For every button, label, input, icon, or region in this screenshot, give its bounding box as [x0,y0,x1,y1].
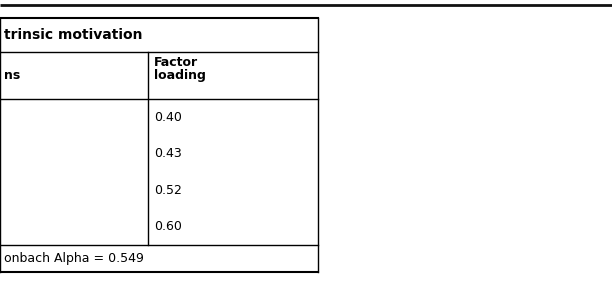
Text: 0.40: 0.40 [154,111,182,124]
Text: trinsic motivation: trinsic motivation [4,28,143,42]
Text: Factor: Factor [154,56,198,69]
Text: 0.52: 0.52 [154,184,182,197]
Text: ns: ns [4,69,20,82]
Text: 0.43: 0.43 [154,147,182,160]
Text: loading: loading [154,69,206,82]
Text: 0.60: 0.60 [154,220,182,233]
Text: onbach Alpha = 0.549: onbach Alpha = 0.549 [4,252,144,265]
